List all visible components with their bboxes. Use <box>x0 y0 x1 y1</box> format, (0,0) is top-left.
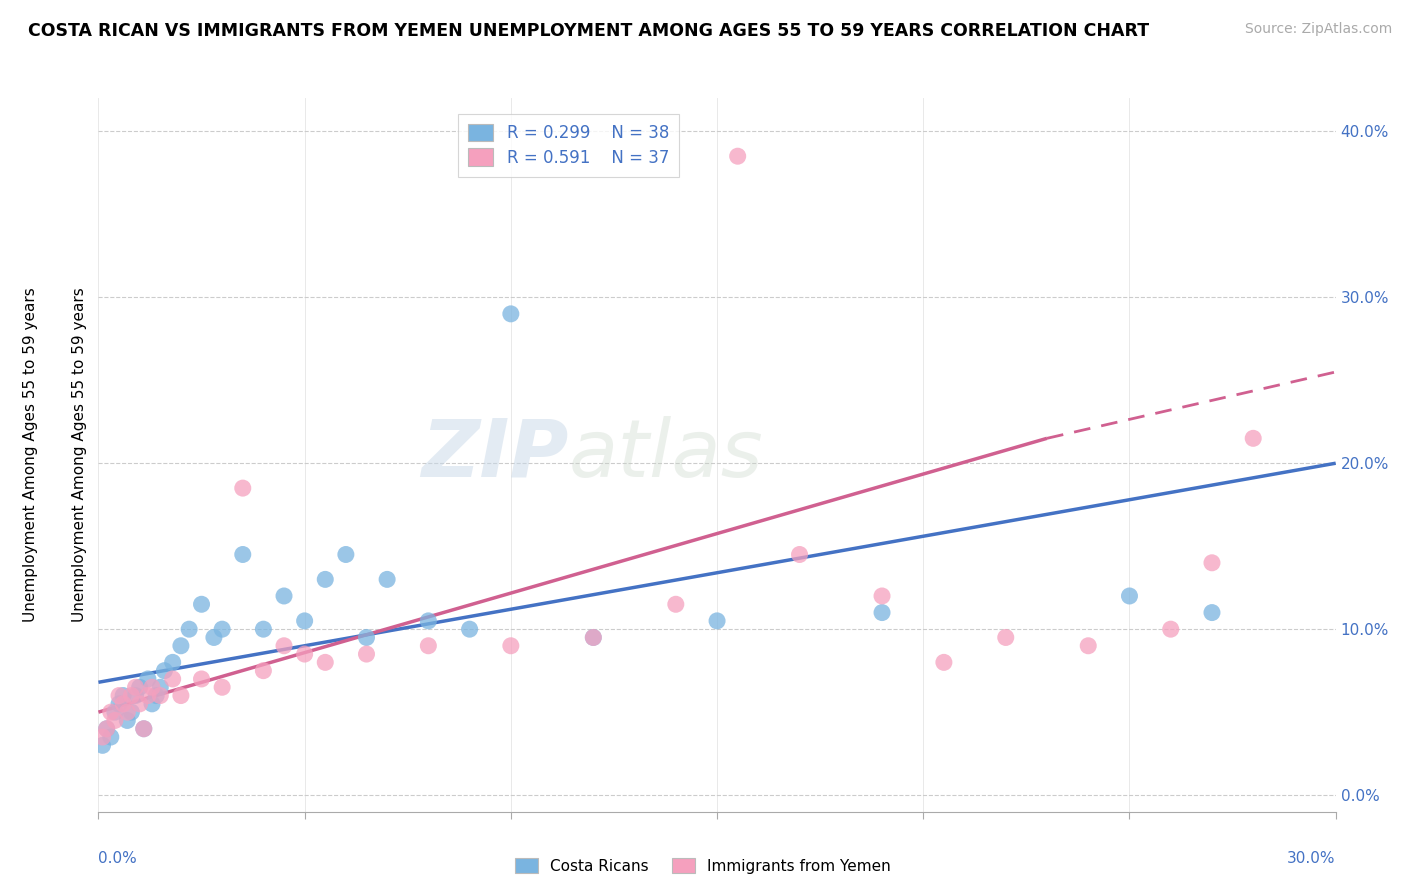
Point <box>104 705 127 719</box>
Point <box>162 656 184 670</box>
Point <box>1241 431 1264 445</box>
Point <box>1118 589 1140 603</box>
Point <box>149 689 172 703</box>
Point <box>141 697 163 711</box>
Point <box>252 622 274 636</box>
Point <box>149 680 172 694</box>
Point <box>96 722 118 736</box>
Point <box>124 689 146 703</box>
Point <box>145 689 167 703</box>
Point <box>100 730 122 744</box>
Text: COSTA RICAN VS IMMIGRANTS FROM YEMEN UNEMPLOYMENT AMONG AGES 55 TO 59 YEARS CORR: COSTA RICAN VS IMMIGRANTS FROM YEMEN UNE… <box>28 22 1149 40</box>
Point <box>108 697 131 711</box>
Text: 0.0%: 0.0% <box>98 851 138 866</box>
Point <box>232 548 254 562</box>
Text: Unemployment Among Ages 55 to 59 years: Unemployment Among Ages 55 to 59 years <box>22 287 38 623</box>
Point <box>120 689 142 703</box>
Point <box>211 622 233 636</box>
Point <box>252 664 274 678</box>
Point <box>1160 622 1182 636</box>
Legend: R = 0.299    N = 38, R = 0.591    N = 37: R = 0.299 N = 38, R = 0.591 N = 37 <box>458 113 679 177</box>
Point <box>117 705 139 719</box>
Point <box>91 730 114 744</box>
Point <box>294 614 316 628</box>
Point <box>1201 556 1223 570</box>
Point <box>190 672 212 686</box>
Point <box>727 149 749 163</box>
Point <box>117 714 139 728</box>
Point <box>132 722 155 736</box>
Point <box>356 647 378 661</box>
Point <box>132 722 155 736</box>
Point <box>706 614 728 628</box>
Point <box>170 689 193 703</box>
Point <box>582 631 605 645</box>
Point <box>314 573 336 587</box>
Text: atlas: atlas <box>568 416 763 494</box>
Point <box>932 656 955 670</box>
Point <box>273 589 295 603</box>
Point <box>136 672 159 686</box>
Point <box>153 664 176 678</box>
Point <box>499 307 522 321</box>
Point <box>582 631 605 645</box>
Point <box>141 680 163 694</box>
Point <box>994 631 1017 645</box>
Point <box>108 689 131 703</box>
Point <box>96 722 118 736</box>
Point <box>112 689 135 703</box>
Legend: Costa Ricans, Immigrants from Yemen: Costa Ricans, Immigrants from Yemen <box>509 852 897 880</box>
Point <box>232 481 254 495</box>
Point <box>124 680 146 694</box>
Point <box>120 705 142 719</box>
Point <box>418 614 440 628</box>
Point <box>375 573 398 587</box>
Point <box>1077 639 1099 653</box>
Point <box>314 656 336 670</box>
Point <box>870 606 893 620</box>
Point <box>665 597 688 611</box>
Point <box>190 597 212 611</box>
Point <box>789 548 811 562</box>
Point <box>211 680 233 694</box>
Text: Source: ZipAtlas.com: Source: ZipAtlas.com <box>1244 22 1392 37</box>
Point <box>356 631 378 645</box>
Point <box>128 697 150 711</box>
Point <box>179 622 201 636</box>
Point <box>273 639 295 653</box>
Point <box>170 639 193 653</box>
Point <box>418 639 440 653</box>
Text: 30.0%: 30.0% <box>1288 851 1336 866</box>
Point <box>202 631 225 645</box>
Text: ZIP: ZIP <box>422 416 568 494</box>
Point <box>458 622 481 636</box>
Point <box>112 697 135 711</box>
Point <box>104 714 127 728</box>
Point <box>136 689 159 703</box>
Point <box>128 680 150 694</box>
Point <box>1201 606 1223 620</box>
Point <box>870 589 893 603</box>
Point <box>335 548 357 562</box>
Y-axis label: Unemployment Among Ages 55 to 59 years: Unemployment Among Ages 55 to 59 years <box>72 287 87 623</box>
Point <box>162 672 184 686</box>
Point <box>91 739 114 753</box>
Point <box>294 647 316 661</box>
Point <box>100 705 122 719</box>
Point <box>499 639 522 653</box>
